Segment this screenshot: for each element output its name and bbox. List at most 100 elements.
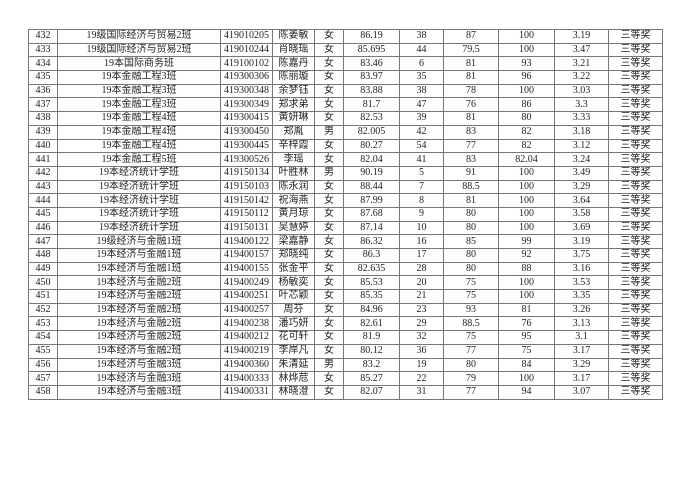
cell-name: 黄月琼 — [272, 206, 315, 222]
cell-class: 19本经济与金融2班 — [57, 316, 221, 332]
cell-award: 三等奖 — [608, 83, 663, 99]
cell-score-a: 78 — [443, 83, 499, 99]
cell-rank: 455 — [28, 343, 58, 359]
cell-class-rank: 32 — [399, 330, 444, 345]
cell-score-b: 100 — [498, 275, 555, 291]
table-row: 450 19本经济与金融2班 419400249 杨敏奕女 85.53 20 75 100 3.… — [28, 275, 663, 291]
cell-score: 87.68 — [343, 206, 400, 222]
cell-score-b: 100 — [498, 289, 555, 304]
cell-gpa: 3.03 — [554, 83, 609, 99]
table-row: 449 19本经济与金融1班 419400155 张金平女 82.635 28 80 88 3.… — [28, 261, 663, 277]
cell-score-b: 88 — [498, 261, 555, 277]
cell-award: 三等奖 — [608, 206, 663, 222]
cell-score-b: 100 — [498, 206, 555, 222]
cell-score-a: 77 — [443, 343, 499, 359]
table-row: 447 19级经济与金融1班 419400122 梁嘉静女 86.32 16 85 99 3.1… — [28, 234, 663, 249]
cell-score-a: 75 — [443, 330, 499, 345]
cell-name: 吴慧婷 — [272, 220, 315, 236]
cell-award: 三等奖 — [608, 220, 663, 236]
cell-score-a: 81 — [443, 56, 499, 72]
cell-score: 85.27 — [343, 371, 400, 386]
cell-class-rank: 5 — [399, 165, 444, 181]
cell-score-b: 92 — [498, 248, 555, 263]
cell-score: 86.19 — [343, 29, 400, 44]
cell-student-id: 419300349 — [220, 97, 273, 113]
table-row: 438 19本金融工程4班 419300415 黄妍琳女 82.53 39 81 80 3.33… — [28, 111, 663, 126]
cell-name: 郑胤 — [272, 124, 315, 140]
cell-gender: 女 — [314, 330, 344, 345]
cell-rank: 433 — [28, 42, 58, 58]
cell-class: 19级国际经济与贸易2班 — [57, 29, 221, 44]
cell-name: 花可轩 — [272, 330, 315, 345]
cell-student-id: 419400212 — [220, 330, 273, 345]
cell-award: 三等奖 — [608, 42, 663, 58]
cell-gender: 女 — [314, 343, 344, 359]
table-row: 439 19本金融工程4班 419300450 郑胤男 82.005 42 83 82 3.18… — [28, 124, 663, 140]
cell-class-rank: 41 — [399, 152, 444, 167]
cell-class-rank: 44 — [399, 42, 444, 58]
cell-score: 82.07 — [343, 384, 400, 400]
cell-class-rank: 36 — [399, 343, 444, 359]
cell-score: 87.14 — [343, 220, 400, 236]
cell-award: 三等奖 — [608, 248, 663, 263]
cell-gender: 男 — [314, 357, 344, 373]
cell-gpa: 3.17 — [554, 371, 609, 386]
cell-score: 83.97 — [343, 70, 400, 85]
cell-award: 三等奖 — [608, 371, 663, 386]
cell-score-b: 100 — [498, 371, 555, 386]
table-row: 440 19本金融工程4班 419300445 辛梓霞女 80.27 54 77 82 3.12… — [28, 138, 663, 154]
cell-rank: 441 — [28, 152, 58, 167]
table-row: 442 19本经济统计学班 419150134 叶胜林男 90.19 5 91 100 3.49… — [28, 165, 663, 181]
cell-award: 三等奖 — [608, 56, 663, 72]
cell-student-id: 419300348 — [220, 83, 273, 99]
cell-class-rank: 39 — [399, 111, 444, 126]
cell-score-a: 76 — [443, 97, 499, 113]
cell-rank: 454 — [28, 330, 58, 345]
cell-class-rank: 42 — [399, 124, 444, 140]
cell-class-rank: 31 — [399, 384, 444, 400]
cell-gpa: 3.16 — [554, 261, 609, 277]
cell-student-id: 419400257 — [220, 302, 273, 318]
table-row: 433 19级国际经济与贸易2班 419010244 肖晓瑶女 85.695 44 79.5… — [28, 42, 663, 58]
cell-student-id: 419400238 — [220, 316, 273, 332]
cell-gpa: 3.29 — [554, 179, 609, 195]
cell-score: 80.12 — [343, 343, 400, 359]
cell-class: 19级经济与金融1班 — [57, 234, 221, 249]
cell-name: 周芬 — [272, 302, 315, 318]
cell-class-rank: 17 — [399, 248, 444, 263]
cell-rank: 438 — [28, 111, 58, 126]
cell-gpa: 3.07 — [554, 384, 609, 400]
cell-class-rank: 9 — [399, 206, 444, 222]
cell-score-b: 84 — [498, 357, 555, 373]
cell-class: 19本经济统计学班 — [57, 206, 221, 222]
cell-name: 陈姜敏 — [272, 29, 315, 44]
cell-gender: 女 — [314, 83, 344, 99]
cell-gender: 女 — [314, 111, 344, 126]
cell-class-rank: 29 — [399, 316, 444, 332]
cell-class: 19本经济统计学班 — [57, 165, 221, 181]
cell-gpa: 3.3 — [554, 97, 609, 113]
cell-gender: 女 — [314, 371, 344, 386]
cell-gpa: 3.47 — [554, 42, 609, 58]
cell-score: 85.35 — [343, 289, 400, 304]
table-row: 453 19本经济与金融2班 419400238 潘巧妍女 82.61 29 88.5 76 3… — [28, 316, 663, 332]
table-row: 432 19级国际经济与贸易2班 419010205 陈姜敏女 86.19 38 87 100… — [28, 29, 663, 44]
cell-class-rank: 22 — [399, 371, 444, 386]
cell-class: 19本国际商务班 — [57, 56, 221, 72]
cell-class-rank: 35 — [399, 70, 444, 85]
cell-gender: 女 — [314, 152, 344, 167]
cell-score-a: 75 — [443, 289, 499, 304]
cell-score-a: 91 — [443, 165, 499, 181]
cell-class: 19本经济与金融2班 — [57, 275, 221, 291]
cell-score-a: 83 — [443, 152, 499, 167]
cell-class-rank: 7 — [399, 179, 444, 195]
cell-gender: 女 — [314, 42, 344, 58]
cell-award: 三等奖 — [608, 70, 663, 85]
cell-student-id: 419400331 — [220, 384, 273, 400]
cell-score: 81.7 — [343, 97, 400, 113]
cell-award: 三等奖 — [608, 193, 663, 208]
cell-class-rank: 6 — [399, 56, 444, 72]
cell-class: 19本经济与金融3班 — [57, 357, 221, 373]
cell-rank: 446 — [28, 220, 58, 236]
cell-score-a: 93 — [443, 302, 499, 318]
